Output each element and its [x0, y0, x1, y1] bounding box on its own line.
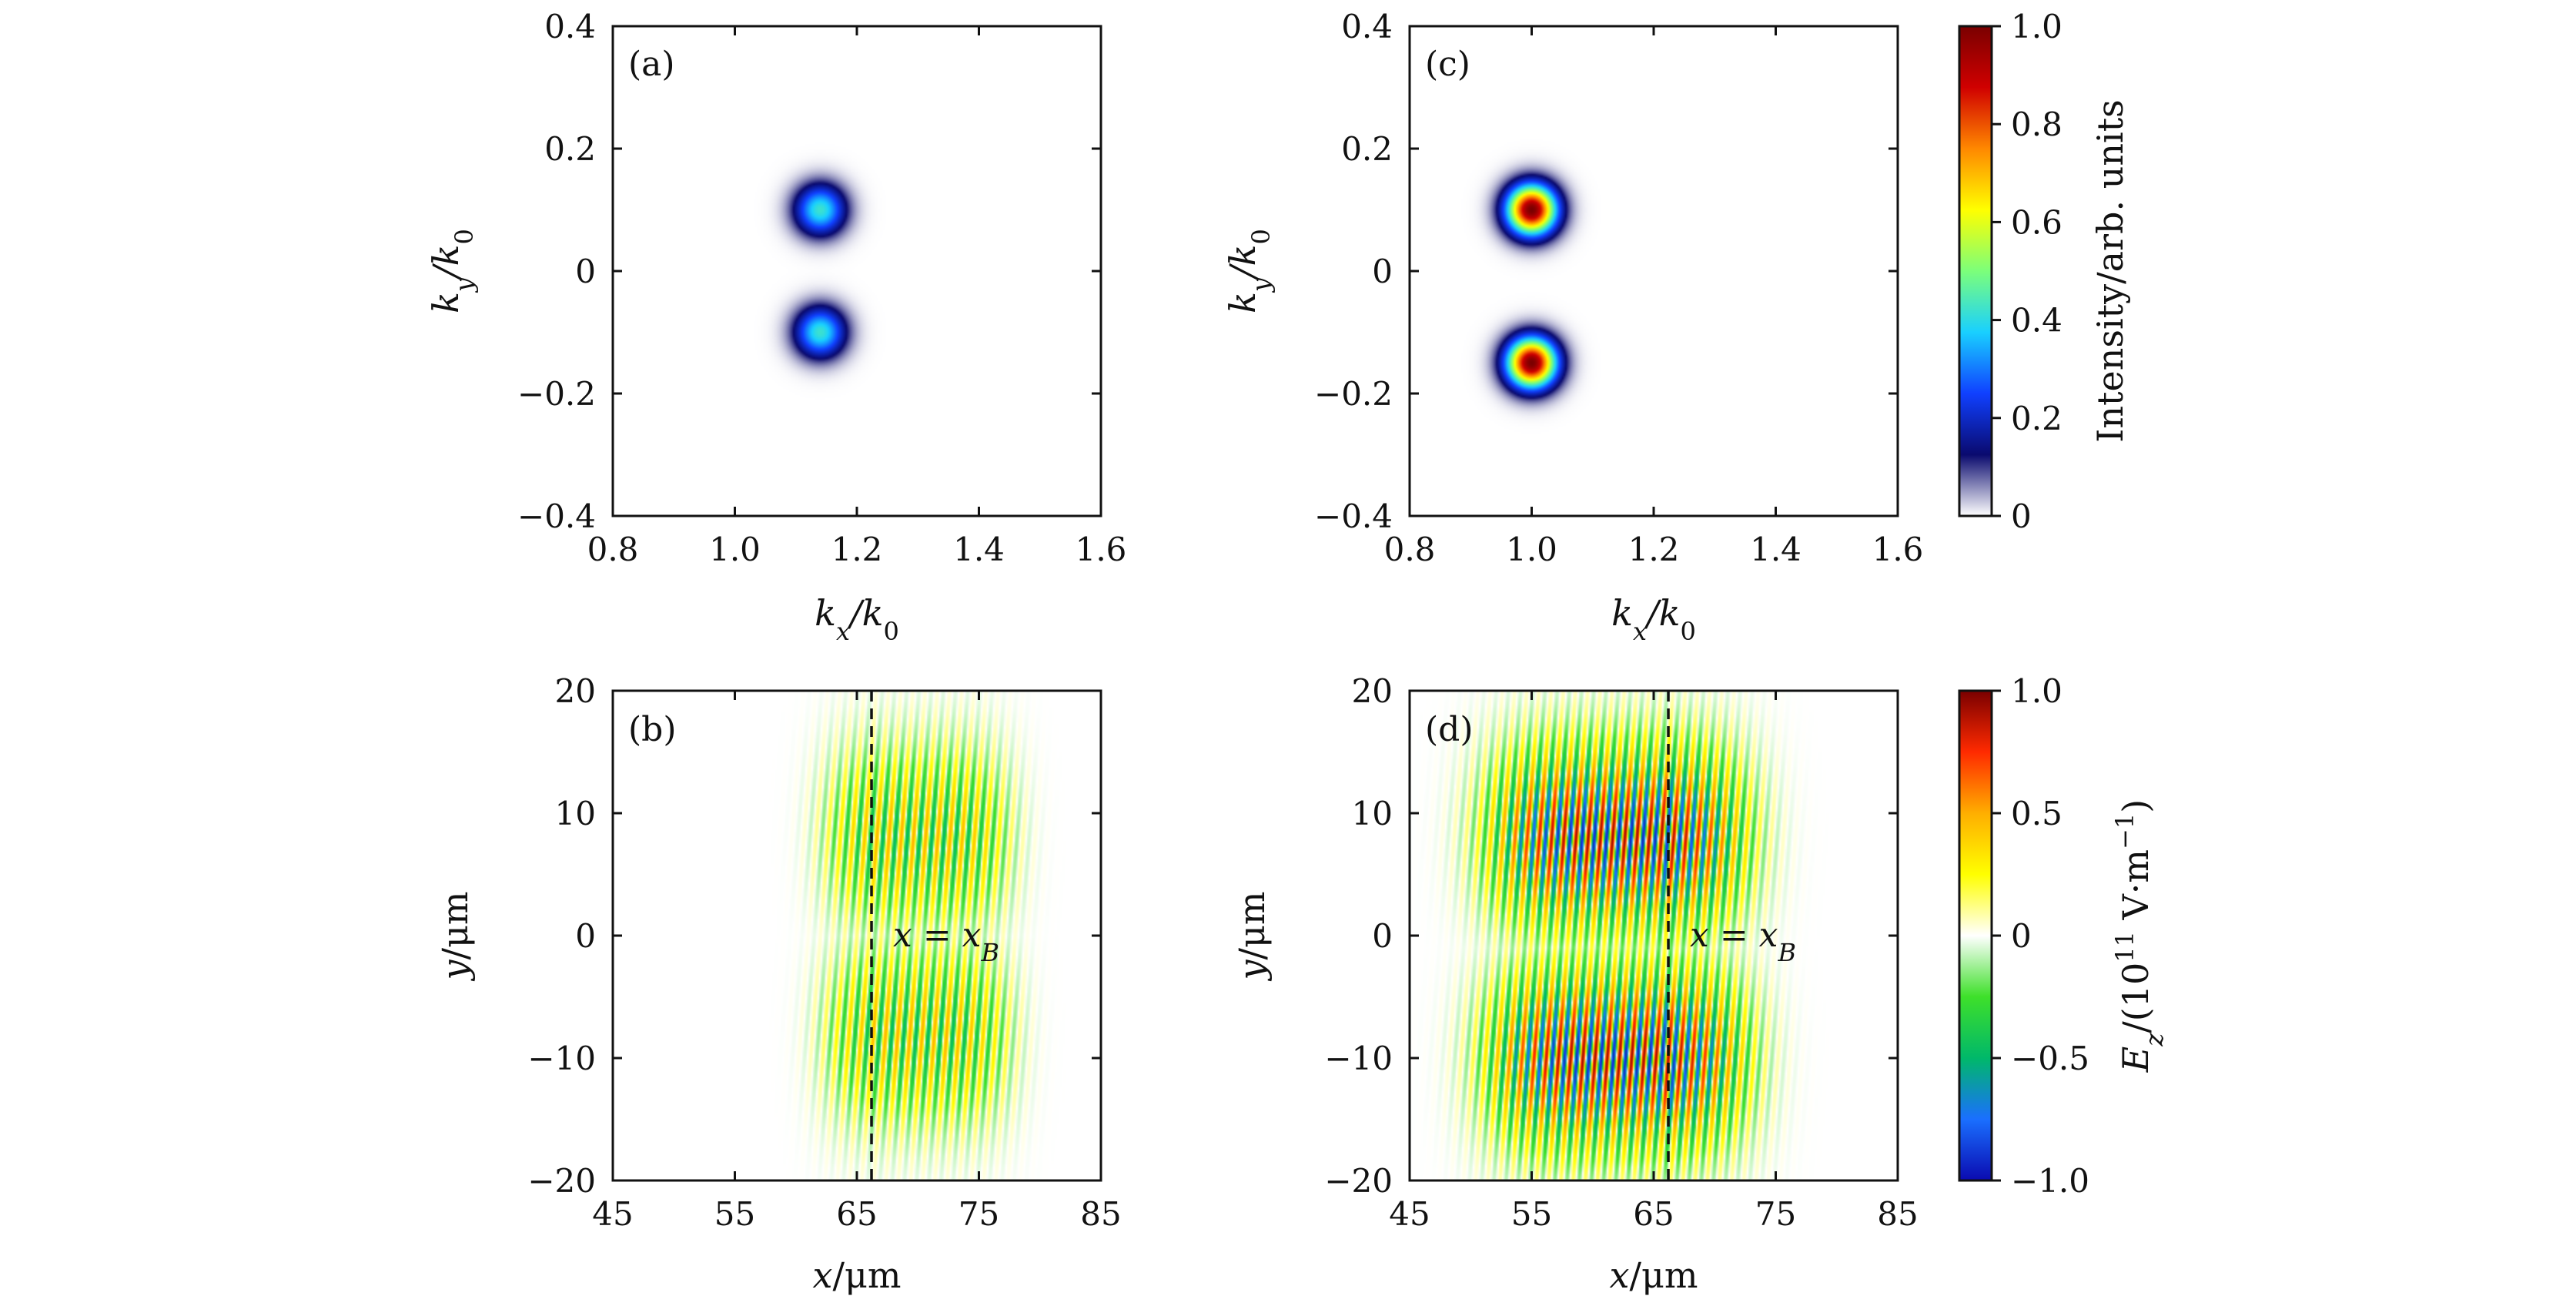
xtick-label-c-2: 1.2: [1628, 531, 1680, 568]
colorbar-field-label: Ez/(1011 V·m−1): [2110, 799, 2169, 1073]
colorbar-field-ticks: −1.0 −0.5 0 0.5 1.0: [1992, 672, 2089, 1200]
ticks-c: 0.8 1.0 1.2 1.4 1.6 −0.4 −0.2 0 0.2 0.4: [1314, 8, 1923, 568]
ytick-label-d-3: 10: [1352, 795, 1393, 832]
xlabel-b: x/μm: [813, 1254, 902, 1296]
colorbar-intensity-tick-label-0: 0: [2011, 497, 2032, 535]
colorbar-field: −1.0 −0.5 0 0.5 1.0 Ez/(1011 V·m−1): [1958, 672, 2169, 1200]
ytick-label-b-1: −10: [527, 1040, 596, 1077]
ylabel-b: y/μm: [434, 891, 476, 981]
ytick-label-c-3: 0.2: [1341, 130, 1393, 168]
colorbar-intensity-tick-label-1: 0.2: [2011, 400, 2062, 437]
xtick-label-d-1: 55: [1511, 1195, 1552, 1233]
xlabel-a: kx/k0: [815, 592, 899, 646]
xtick-label-b-1: 55: [714, 1195, 755, 1233]
xtick-label-d-2: 65: [1633, 1195, 1674, 1233]
heatmap-b: [613, 691, 1101, 1180]
panel-label-d: (d): [1425, 710, 1474, 749]
xtick-label-a-4: 1.6: [1076, 531, 1127, 568]
ytick-label-a-2: 0: [575, 253, 596, 290]
xtick-label-d-4: 85: [1877, 1195, 1918, 1233]
xtick-label-c-1: 1.0: [1506, 531, 1557, 568]
colorbar-field-gradient: [1959, 691, 1992, 1180]
colorbar-intensity-gradient: [1959, 26, 1992, 516]
xtick-label-a-1: 1.0: [709, 531, 761, 568]
ytick-label-d-0: −20: [1324, 1162, 1393, 1200]
ticks-d: 45 55 65 75 85 −20 −10 0 10 20: [1324, 672, 1918, 1233]
ylabel-a: ky/k0: [425, 229, 479, 313]
xtick-label-c-4: 1.6: [1872, 531, 1924, 568]
xlabel-d: x/μm: [1610, 1254, 1698, 1296]
ylabel-d: y/μm: [1231, 891, 1273, 981]
xtick-label-b-4: 85: [1080, 1195, 1121, 1233]
xtick-label-a-3: 1.4: [953, 531, 1005, 568]
xtick-label-d-0: 45: [1389, 1195, 1430, 1233]
colorbar-intensity-ticks: 0 0.2 0.4 0.6 0.8 1.0: [1992, 8, 2062, 535]
xlabel-c: kx/k0: [1611, 592, 1696, 646]
xtick-label-c-3: 1.4: [1750, 531, 1802, 568]
ytick-label-c-1: −0.2: [1314, 375, 1393, 413]
xtick-label-b-3: 75: [958, 1195, 999, 1233]
colorbar-intensity-label: Intensity/arb. units: [2089, 99, 2131, 443]
colorbar-intensity-frame: [1958, 25, 1993, 517]
ytick-label-b-0: −20: [527, 1162, 596, 1200]
ticks-a: 0.8 1.0 1.2 1.4 1.6 −0.4 −0.2 0 0.2 0.4: [517, 8, 1126, 568]
ytick-label-c-4: 0.4: [1341, 8, 1393, 45]
ytick-label-b-3: 10: [555, 795, 596, 832]
heatmap-d: [1410, 691, 1898, 1180]
colorbar-intensity-tick-label-4: 0.8: [2011, 105, 2062, 143]
ytick-label-c-0: −0.4: [1314, 497, 1393, 535]
ytick-label-d-4: 20: [1352, 672, 1393, 710]
ytick-label-a-1: −0.2: [517, 375, 596, 413]
panel-c: 0.8 1.0 1.2 1.4 1.6 −0.4 −0.2 0 0.2 0.4 (c) kx/k0…: [1222, 8, 1923, 646]
panel-a: 0.8 1.0 1.2 1.4 1.6 −0.4 −0.2 0 0.2 0.4 (a) kx/k0…: [425, 8, 1126, 646]
xtick-label-b-0: 45: [592, 1195, 633, 1233]
heatmap-a: [613, 26, 1101, 516]
xtick-label-a-0: 0.8: [587, 531, 639, 568]
colorbar-field-tick-label-2: 0: [2011, 917, 2032, 955]
xtick-label-a-2: 1.2: [831, 531, 883, 568]
ytick-label-d-2: 0: [1372, 917, 1393, 955]
colorbar-field-tick-label-0: −1.0: [2011, 1162, 2089, 1200]
ytick-label-b-4: 20: [555, 672, 596, 710]
colorbar-intensity-tick-label-5: 1.0: [2011, 8, 2062, 45]
xtick-label-d-3: 75: [1755, 1195, 1796, 1233]
xtick-label-c-0: 0.8: [1384, 531, 1436, 568]
ytick-label-c-2: 0: [1372, 253, 1393, 290]
panel-label-b: (b): [628, 710, 677, 749]
panel-label-c: (c): [1425, 45, 1470, 84]
panel-label-a: (a): [628, 45, 675, 84]
ytick-label-d-1: −10: [1324, 1040, 1393, 1077]
ytick-label-a-3: 0.2: [544, 130, 596, 168]
ticks-b: 45 55 65 75 85 −20 −10 0 10 20: [527, 672, 1121, 1233]
ytick-label-b-2: 0: [575, 917, 596, 955]
xtick-label-b-2: 65: [836, 1195, 877, 1233]
colorbar-field-tick-label-3: 0.5: [2011, 795, 2062, 832]
ytick-label-a-4: 0.4: [544, 8, 596, 45]
ylabel-c: ky/k0: [1222, 229, 1276, 313]
colorbar-field-tick-label-4: 1.0: [2011, 672, 2062, 710]
ytick-label-a-0: −0.4: [517, 497, 596, 535]
heatmap-c: [1410, 26, 1898, 516]
colorbar-intensity-tick-label-2: 0.4: [2011, 302, 2062, 340]
colorbar-intensity: 0 0.2 0.4 0.6 0.8 1.0 Intensity/arb. units: [1958, 8, 2131, 535]
colorbar-field-tick-label-1: −0.5: [2011, 1040, 2089, 1077]
colorbar-intensity-tick-label-3: 0.6: [2011, 203, 2062, 241]
